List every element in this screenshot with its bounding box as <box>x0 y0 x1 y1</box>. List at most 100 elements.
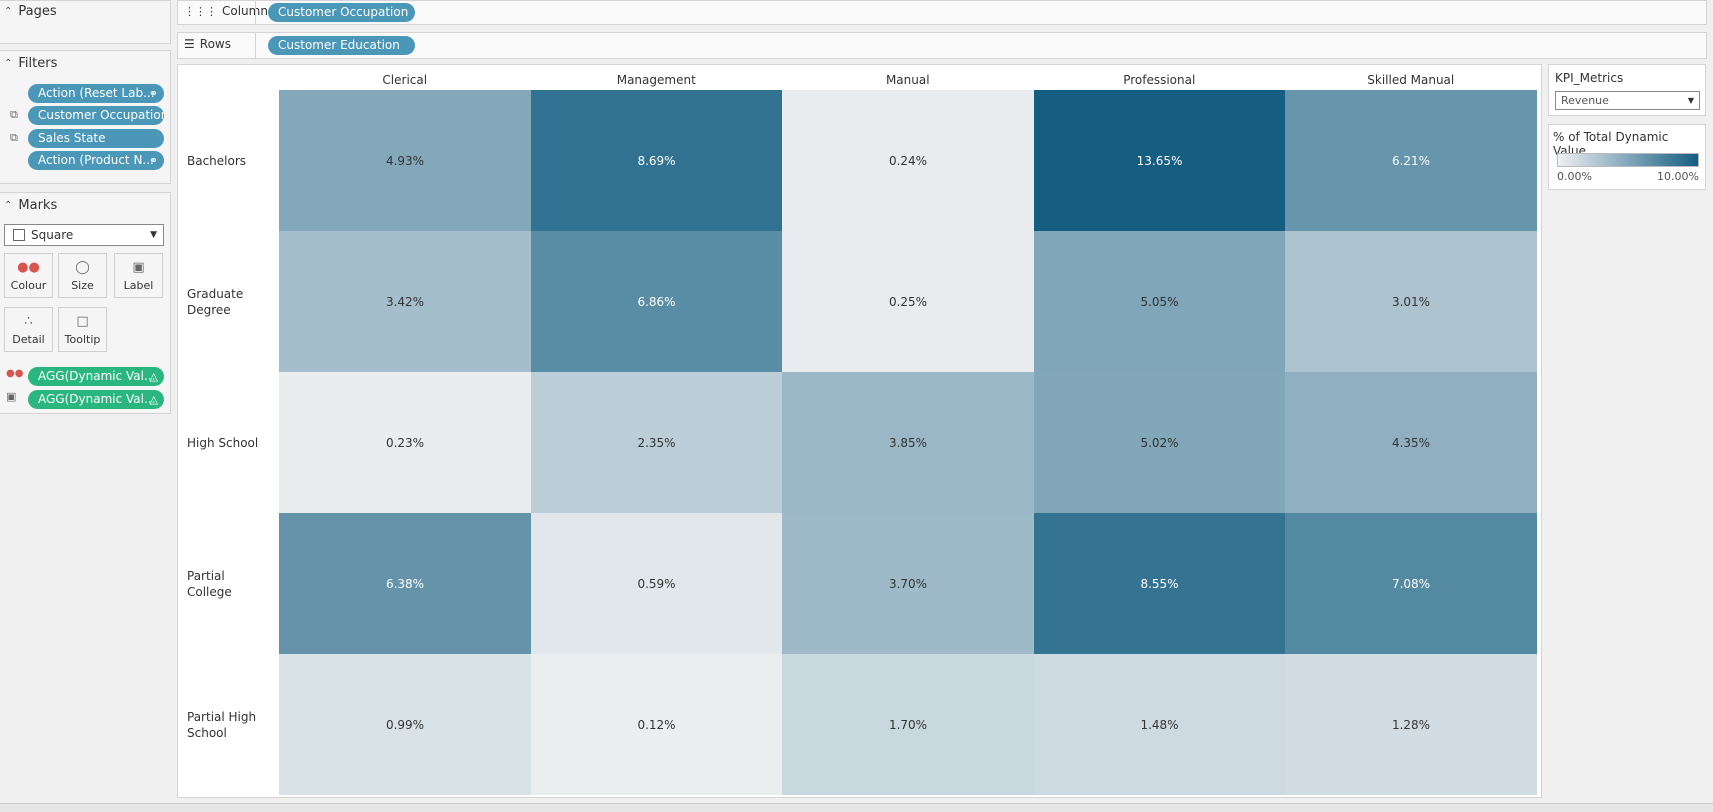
rows-icon: ☰ <box>184 37 195 51</box>
column-header[interactable]: Management <box>616 73 696 87</box>
heatmap-cell[interactable]: 1.70% <box>782 654 1034 795</box>
heatmap-cell[interactable]: 6.86% <box>530 231 783 372</box>
columns-shelf[interactable]: ⋮⋮⋮ Columns Customer Occupation <box>177 0 1707 25</box>
heatmap-cell-label: 0.99% <box>385 717 425 732</box>
heatmap-cell-label: 7.08% <box>1391 576 1431 591</box>
heatmap-cell[interactable]: 0.23% <box>279 372 531 513</box>
shelf-divider <box>255 1 256 24</box>
square-mark-icon <box>13 229 25 241</box>
heatmap-cell-label: 4.93% <box>385 153 425 168</box>
heatmap-cell-label: 6.21% <box>1391 153 1431 168</box>
heatmap-cell[interactable]: 0.24% <box>782 90 1034 231</box>
heatmap-cell[interactable]: 8.69% <box>530 90 783 231</box>
columns-pill-customer-occupation[interactable]: Customer Occupation <box>268 3 415 22</box>
mark-type-select[interactable]: Square ▼ <box>4 224 164 246</box>
heatmap-cell[interactable]: 3.85% <box>782 372 1034 513</box>
heatmap-cell[interactable]: 7.08% <box>1285 513 1537 654</box>
heatmap-cell[interactable]: 0.59% <box>530 513 783 654</box>
heatmap-cell-label: 8.69% <box>637 153 676 168</box>
marks-header[interactable]: ⌃ Marks <box>4 198 57 213</box>
heatmap-cell[interactable]: 3.70% <box>782 513 1034 654</box>
heatmap-cell[interactable]: 6.21% <box>1285 90 1537 231</box>
heatmap-cell-label: 1.28% <box>1391 717 1431 732</box>
colour-label: Colour <box>10 279 47 292</box>
heatmap-cell[interactable]: 0.99% <box>279 654 531 795</box>
filters-header[interactable]: ⌃ Filters <box>4 56 57 71</box>
delta-icon: △ <box>149 393 158 406</box>
column-header[interactable]: Clerical <box>382 73 428 87</box>
rows-shelf-header: ☰ Rows <box>184 37 231 51</box>
detail-button[interactable]: ∴ Detail <box>4 307 53 352</box>
marks-colour-field-pill[interactable]: AGG(Dynamic Val... △ <box>28 367 164 386</box>
link-icon: ⚭ <box>148 154 158 167</box>
columns-pill-label: Customer Occupation <box>278 5 409 19</box>
row-header[interactable]: Partial College <box>187 568 232 599</box>
size-button[interactable]: ◯ Size <box>58 253 107 298</box>
pages-header[interactable]: ⌃ Pages <box>4 4 57 19</box>
heatmap-cell-label: 5.05% <box>1140 294 1179 309</box>
column-header[interactable]: Skilled Manual <box>1367 73 1455 87</box>
heatmap-cell[interactable]: 8.55% <box>1033 513 1286 654</box>
detail-icon: ∴ <box>24 314 33 329</box>
heatmap-cell[interactable]: 6.38% <box>279 513 531 654</box>
kpi-parameter-card: KPI_Metrics Revenue ▼ <box>1548 64 1706 116</box>
tooltip-label: Tooltip <box>64 333 101 346</box>
colour-button[interactable]: ●● Colour <box>4 253 53 298</box>
filter-pill-label: Action (Product N... <box>38 153 154 167</box>
heatmap-cell-label: 3.42% <box>385 294 425 309</box>
marks-label-field-pill[interactable]: AGG(Dynamic Val... △ <box>28 390 164 409</box>
columns-label: Columns <box>222 4 275 18</box>
columns-shelf-header: ⋮⋮⋮ Columns <box>184 4 274 18</box>
filter-pill-action-product[interactable]: Action (Product N... ⚭ <box>28 151 164 170</box>
label-field-icon: ▣ <box>6 390 17 403</box>
heatmap-cell[interactable]: 1.48% <box>1033 654 1286 795</box>
heatmap-cell[interactable]: 13.65% <box>1033 90 1286 231</box>
column-header[interactable]: Professional <box>1123 73 1196 87</box>
collapse-chevron-icon[interactable]: ⌃ <box>4 58 13 69</box>
marks-field-label: AGG(Dynamic Val... <box>38 392 156 406</box>
shelf-divider <box>255 33 256 58</box>
column-header[interactable]: Manual <box>885 73 930 87</box>
marks-card: ⌃ Marks Square ▼ ●● Colour ◯ Size ▣ Labe… <box>0 192 171 414</box>
heatmap-cell[interactable]: 0.12% <box>530 654 783 795</box>
heatmap-cell-label: 0.23% <box>385 435 425 450</box>
row-header[interactable]: Bachelors <box>187 153 247 168</box>
filter-pill-label: Customer Occupation <box>38 108 164 122</box>
filter-pill-sales-state[interactable]: Sales State <box>28 129 164 148</box>
label-button[interactable]: ▣ Label <box>114 253 163 298</box>
rows-pill-label: Customer Education <box>278 38 400 52</box>
heatmap-cell[interactable]: 4.35% <box>1285 372 1537 513</box>
row-header[interactable]: Graduate Degree <box>187 286 244 317</box>
colour-legend-ramp <box>1557 153 1699 167</box>
rows-shelf[interactable]: ☰ Rows Customer Education <box>177 32 1707 59</box>
heatmap-view[interactable]: Clerical Management Manual Professional Skil… <box>177 64 1542 798</box>
rows-pill-customer-education[interactable]: Customer Education <box>268 36 415 55</box>
row-header[interactable]: Partial High School <box>187 709 257 740</box>
heatmap-cell[interactable]: 3.42% <box>279 231 531 372</box>
marks-field-label: AGG(Dynamic Val... <box>38 369 156 383</box>
heatmap-cell-label: 3.85% <box>888 435 928 450</box>
heatmap-cell-label: 6.86% <box>637 294 676 309</box>
heatmap-cell[interactable]: 4.93% <box>279 90 531 231</box>
heatmap-cell[interactable]: 5.05% <box>1033 231 1286 372</box>
sheet-tabs-bar[interactable] <box>0 803 1713 812</box>
filter-pill-action-reset[interactable]: Action (Reset Lab... ⚭ <box>28 84 164 103</box>
filter-pill-customer-occupation[interactable]: Customer Occupation <box>28 106 164 125</box>
collapse-chevron-icon[interactable]: ⌃ <box>4 200 13 211</box>
tooltip-button[interactable]: □ Tooltip <box>58 307 107 352</box>
colour-legend-max: 10.00% <box>1657 170 1699 183</box>
heatmap-cell[interactable]: 1.28% <box>1285 654 1537 795</box>
heatmap-cell-label: 6.38% <box>385 576 425 591</box>
detail-label: Detail <box>12 333 45 346</box>
heatmap-cell[interactable]: 0.25% <box>782 231 1034 372</box>
mark-type-value: Square <box>31 228 74 242</box>
collapse-chevron-icon[interactable]: ⌃ <box>4 6 13 17</box>
row-header[interactable]: High School <box>187 435 259 450</box>
heatmap-cell[interactable]: 5.02% <box>1033 372 1286 513</box>
filters-title: Filters <box>18 56 58 71</box>
heatmap-cell[interactable]: 2.35% <box>530 372 783 513</box>
heatmap-cell[interactable]: 3.01% <box>1285 231 1537 372</box>
kpi-metric-select[interactable]: Revenue ▼ <box>1555 91 1700 110</box>
heatmap-cell-label: 0.24% <box>888 153 928 168</box>
filters-card: ⌃ Filters Action (Reset Lab... ⚭ ⧉ Custo… <box>0 50 171 184</box>
